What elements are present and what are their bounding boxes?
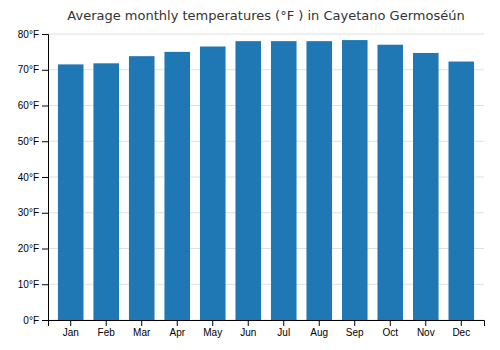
x-tick: Jul (277, 320, 290, 338)
x-tick-label: Feb (98, 327, 116, 338)
x-axis: Jan Feb Mar Apr May Jun Jul Aug Sep Oct Nov Dec (49, 320, 485, 338)
y-tick-label: 60°F (18, 100, 39, 111)
x-tick-mark (390, 320, 391, 326)
y-tick-label: 80°F (18, 29, 39, 40)
y-tick: 40°F (18, 172, 48, 183)
y-axis: 0°F 10°F 20°F 30°F 40°F 50°F 60°F 70°F 80°F (18, 29, 49, 326)
bar (448, 62, 474, 320)
x-tick-label: Oct (382, 327, 398, 338)
x-tick-mark (70, 320, 71, 326)
y-tick-label: 40°F (18, 172, 39, 183)
x-tick-mark (461, 320, 462, 326)
x-tick-mark (141, 320, 142, 326)
y-tick: 80°F (18, 29, 48, 40)
x-tick-mark (212, 320, 213, 326)
x-tick-label: Jun (240, 327, 256, 338)
grid (48, 34, 484, 320)
x-tick-label: Dec (452, 327, 470, 338)
bar (58, 64, 84, 320)
x-tick-mark (425, 320, 426, 326)
y-tick-mark (42, 284, 48, 285)
y-tick: 60°F (18, 100, 48, 111)
y-axis-line (42, 35, 49, 321)
y-tick-mark (42, 213, 48, 214)
title: Average monthly temperatures (°F ) in Ca… (67, 8, 464, 23)
y-tick: 20°F (18, 243, 48, 254)
x-tick-mark (106, 320, 107, 326)
y-tick-mark (42, 141, 48, 142)
x-tick-label: Sep (346, 327, 364, 338)
y-tick-mark (42, 34, 48, 35)
x-tick: Feb (98, 320, 116, 338)
bar (271, 41, 297, 320)
x-tick-label: Jul (277, 327, 290, 338)
x-tick-label: Mar (133, 327, 151, 338)
y-tick: 50°F (18, 136, 48, 147)
bar (200, 47, 226, 320)
x-tick-mark (248, 320, 249, 326)
y-tick-label: 30°F (18, 207, 39, 218)
x-tick-label: May (203, 327, 222, 338)
x-tick-mark (319, 320, 320, 326)
bar (93, 63, 119, 320)
y-tick-label: 50°F (18, 136, 39, 147)
y-tick: 0°F (23, 315, 48, 326)
x-tick: May (203, 320, 222, 338)
y-tick-label: 0°F (23, 315, 39, 326)
x-tick-label: Apr (169, 327, 185, 338)
bar (129, 56, 155, 320)
y-tick: 70°F (18, 64, 48, 75)
y-tick-label: 10°F (18, 279, 39, 290)
bar (306, 41, 332, 320)
x-tick: Oct (382, 320, 398, 338)
chart: 0°F 10°F 20°F 30°F 40°F 50°F 60°F 70°F 80°F Jan Fe… (0, 0, 500, 350)
x-tick-mark (354, 320, 355, 326)
x-tick: Aug (310, 320, 328, 338)
x-tick: Jun (240, 320, 256, 338)
x-tick: Apr (169, 320, 185, 338)
y-tick-mark (42, 177, 48, 178)
x-tick-mark (177, 320, 178, 326)
x-tick: Dec (452, 320, 470, 338)
x-tick: Mar (133, 320, 151, 338)
bars (58, 40, 474, 320)
y-tick: 30°F (18, 207, 48, 218)
x-tick-label: Aug (310, 327, 328, 338)
x-tick: Nov (417, 320, 435, 338)
grid-line (48, 34, 484, 35)
bar (235, 41, 261, 320)
bar (164, 52, 190, 320)
y-tick-mark (42, 106, 48, 107)
y-tick-label: 20°F (18, 243, 39, 254)
x-tick-label: Jan (63, 327, 79, 338)
y-tick-mark (42, 320, 48, 321)
bar (342, 40, 368, 320)
x-axis-line (49, 321, 485, 327)
y-tick-label: 70°F (18, 64, 39, 75)
y-tick-mark (42, 70, 48, 71)
bar (377, 45, 403, 320)
x-tick-mark (283, 320, 284, 326)
y-tick-mark (42, 249, 48, 250)
x-tick: Sep (346, 320, 364, 338)
x-tick-label: Nov (417, 327, 435, 338)
x-tick: Jan (63, 320, 79, 338)
bar (413, 53, 439, 320)
y-tick: 10°F (18, 279, 48, 290)
